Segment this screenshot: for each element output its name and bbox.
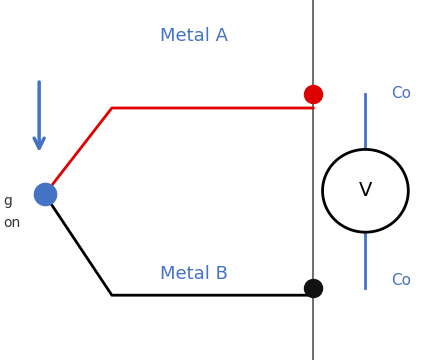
Text: Metal B: Metal B [160, 265, 228, 283]
Text: g: g [4, 194, 13, 208]
Circle shape [323, 149, 408, 232]
Text: Co: Co [392, 273, 411, 288]
Text: Co: Co [392, 86, 411, 101]
Text: Metal A: Metal A [160, 27, 228, 45]
Text: on: on [4, 216, 21, 230]
Text: V: V [359, 181, 372, 200]
